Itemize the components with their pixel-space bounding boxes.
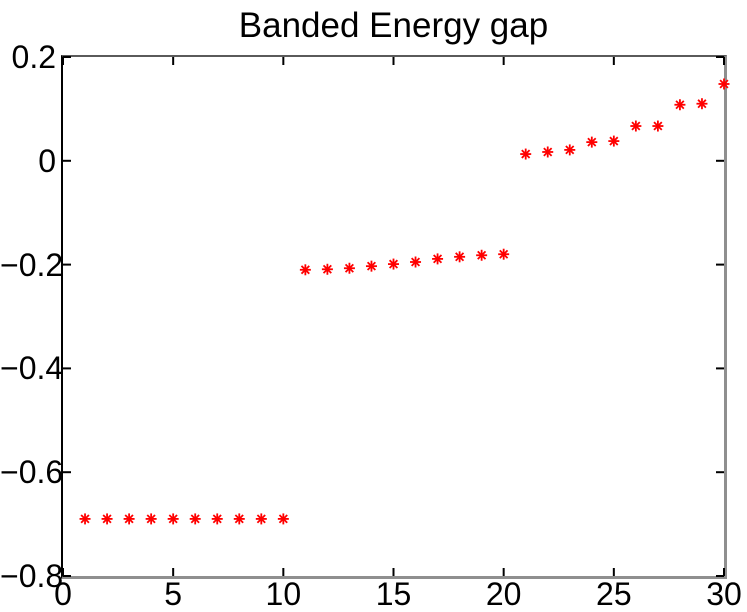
marker-stroke [411, 257, 421, 267]
plot-area [61, 55, 730, 579]
marker-stroke [543, 147, 553, 157]
marker-stroke [366, 261, 376, 271]
y-tick-label: −0.2 [0, 246, 64, 283]
marker-stroke [256, 514, 266, 524]
x-tick-label: 5 [164, 576, 183, 612]
marker-stroke [675, 100, 685, 110]
data-point-marker [432, 253, 444, 265]
data-point-marker [454, 251, 466, 263]
data-point-marker [630, 120, 642, 132]
plot-canvas [62, 56, 730, 577]
marker-stroke [565, 145, 575, 155]
marker-stroke [300, 265, 310, 275]
data-point-marker [498, 248, 510, 260]
y-tick-label: 0 [38, 142, 56, 179]
data-point-marker [79, 513, 91, 525]
data-point-marker [476, 249, 488, 261]
data-point-marker [608, 135, 620, 147]
data-point-marker [674, 99, 686, 111]
data-point-marker [101, 513, 113, 525]
x-tick-label: 15 [375, 576, 412, 612]
data-point-marker [211, 513, 223, 525]
chart-title: Banded Energy gap [238, 6, 549, 45]
y-tick-label: 0.2 [11, 39, 56, 75]
marker-stroke [609, 136, 619, 146]
y-tick-label: −0.6 [0, 454, 64, 491]
marker-stroke [433, 254, 443, 264]
data-point-marker [388, 258, 399, 270]
data-point-marker [365, 260, 377, 272]
marker-stroke [587, 137, 597, 147]
data-point-marker [696, 98, 708, 110]
data-point-marker [343, 262, 355, 274]
data-point-marker [410, 256, 422, 268]
x-tick-label: 0 [54, 576, 72, 612]
data-point-marker [277, 513, 289, 525]
marker-stroke [521, 149, 531, 159]
marker-stroke [168, 514, 178, 524]
marker-stroke [146, 514, 156, 524]
data-point-marker [718, 78, 730, 90]
marker-stroke [653, 121, 663, 131]
y-tick-label: −0.8 [0, 558, 64, 594]
data-point-marker [233, 513, 245, 525]
x-tick-label: 30 [706, 576, 742, 612]
marker-stroke [124, 514, 134, 524]
x-tick-label: 25 [596, 576, 632, 612]
data-point-marker [652, 120, 664, 132]
marker-stroke [631, 121, 641, 131]
data-point-marker [145, 513, 157, 525]
y-tick-label: −0.4 [0, 350, 64, 387]
marker-stroke [322, 264, 332, 274]
marker-stroke [212, 514, 222, 524]
x-tick-label: 20 [485, 576, 522, 612]
marker-stroke [388, 259, 399, 269]
marker-stroke [344, 263, 354, 273]
data-point-marker [299, 264, 311, 276]
data-point-marker [542, 146, 554, 158]
data-point-marker [564, 144, 576, 156]
marker-stroke [477, 250, 487, 260]
data-point-marker [123, 513, 135, 525]
data-point-marker [520, 148, 532, 160]
data-point-marker [586, 136, 598, 148]
marker-stroke [719, 79, 729, 89]
marker-stroke [234, 514, 244, 524]
data-point-marker [167, 513, 179, 525]
marker-stroke [455, 252, 465, 262]
marker-stroke [278, 514, 288, 524]
marker-stroke [80, 514, 90, 524]
data-point-marker [321, 263, 333, 275]
x-tick-label: 10 [265, 576, 302, 612]
marker-stroke [499, 249, 509, 259]
marker-stroke [102, 514, 112, 524]
marker-stroke [697, 99, 707, 109]
data-point-marker [255, 513, 267, 525]
marker-stroke [190, 514, 200, 524]
data-point-marker [189, 513, 201, 525]
